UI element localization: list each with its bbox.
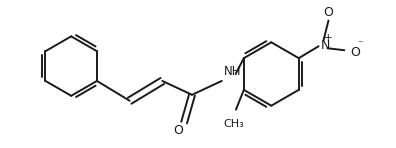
Text: +: + <box>324 33 333 43</box>
Text: N: N <box>320 39 330 52</box>
Text: O: O <box>173 124 183 137</box>
Text: CH₃: CH₃ <box>224 119 244 129</box>
Text: NH: NH <box>224 65 241 78</box>
Text: O: O <box>350 46 360 59</box>
Text: ⁻: ⁻ <box>358 39 363 49</box>
Text: O: O <box>324 6 333 19</box>
